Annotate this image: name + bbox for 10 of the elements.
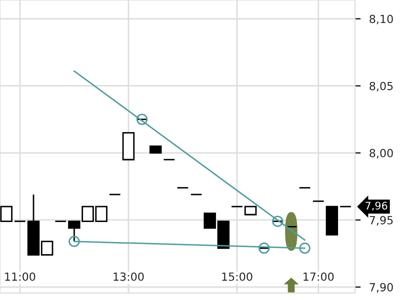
- y-tick-label: 7,90: [370, 283, 393, 293]
- x-tick-label: 11:00: [5, 272, 36, 281]
- y-tick-label: 8,05: [370, 82, 393, 92]
- y-tick-label: 8,00: [370, 148, 393, 158]
- x-tick-label: 17:00: [304, 272, 334, 281]
- text: 7,96: [366, 202, 388, 211]
- x-tick-label: 15:00: [222, 272, 252, 281]
- y-tick-label: 8,10: [370, 14, 393, 24]
- x-tick-label: 13:00: [114, 272, 144, 281]
- y-tick-label: 7,95: [370, 216, 393, 226]
